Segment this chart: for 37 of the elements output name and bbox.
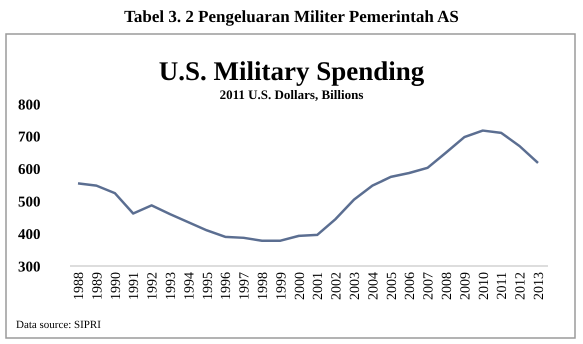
x-tick-label: 1988 bbox=[72, 272, 87, 300]
chart-title: U.S. Military Spending bbox=[158, 56, 425, 86]
x-tick-label: 1998 bbox=[256, 272, 271, 300]
x-tick-label: 2005 bbox=[384, 272, 400, 300]
y-tick-label: 300 bbox=[18, 259, 40, 276]
x-tick-label: 1991 bbox=[127, 272, 142, 300]
x-tick-label: 1994 bbox=[182, 272, 198, 300]
x-tick-label: 2013 bbox=[532, 272, 547, 300]
x-tick-label: 1997 bbox=[238, 272, 253, 300]
line-series bbox=[76, 129, 540, 242]
x-tick-label: 2012 bbox=[514, 272, 529, 300]
x-tick-label: 2007 bbox=[422, 272, 437, 300]
x-tick-label: 2004 bbox=[366, 272, 382, 300]
x-tick-label: 1990 bbox=[108, 272, 124, 300]
text: Tabel 3. 2 Pengeluaran Militer Pemerintah AS bbox=[124, 7, 459, 26]
y-tick-label: 500 bbox=[18, 194, 40, 210]
source-note: Data source: SIPRI bbox=[16, 319, 102, 331]
chart-subtitle: 2011 U.S. Dollars, Billions bbox=[220, 87, 364, 102]
x-tick-label: 2011 bbox=[495, 272, 510, 300]
x-tick-label: 2002 bbox=[330, 272, 345, 300]
x-tick-label: 1996 bbox=[219, 272, 234, 300]
x-tick-label: 1992 bbox=[146, 272, 161, 300]
x-tick-label: 2008 bbox=[440, 272, 455, 300]
x-tick-label: 2009 bbox=[458, 272, 474, 300]
y-tick-label: 800 bbox=[18, 97, 40, 114]
x-tick-label: 1999 bbox=[274, 272, 290, 300]
x-tick-label: 1995 bbox=[200, 272, 216, 300]
x-tick-label: 2006 bbox=[403, 272, 418, 300]
x-tick-label: 2010 bbox=[476, 272, 492, 300]
y-tick-label: 600 bbox=[18, 162, 40, 178]
y-tick-label: 400 bbox=[18, 226, 40, 243]
x-tick-label: 1993 bbox=[164, 272, 179, 300]
x-tick-label: 2000 bbox=[292, 272, 308, 300]
x-tick-label: 2001 bbox=[311, 272, 326, 300]
x-tick-label: 1989 bbox=[90, 272, 106, 300]
x-tick-label: 2003 bbox=[348, 272, 363, 300]
y-tick-label: 700 bbox=[18, 130, 40, 146]
